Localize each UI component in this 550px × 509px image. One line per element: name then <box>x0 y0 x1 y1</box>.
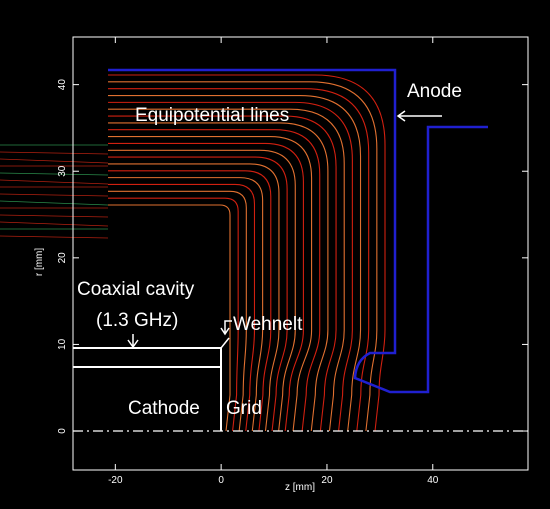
x-tick-label: 40 <box>427 475 439 486</box>
equipotential-line <box>108 101 353 432</box>
x-axis-label: z [mm] <box>285 482 315 493</box>
wehnelt-edge <box>220 337 230 349</box>
equipotential-line <box>108 88 370 432</box>
equipotential-line <box>108 183 256 432</box>
annotation: (1.3 GHz) <box>96 310 178 331</box>
equipotential-line <box>108 136 313 432</box>
equipotential-line <box>108 197 239 432</box>
stray-line <box>0 200 109 206</box>
arrow <box>220 320 232 336</box>
annotation: Equipotential lines <box>135 105 289 126</box>
arrow <box>396 110 442 122</box>
y-tick-label: 20 <box>57 252 68 264</box>
equipotential-line <box>108 142 304 432</box>
stray-line <box>0 193 109 197</box>
y-tick-label: 30 <box>57 165 68 177</box>
arrow <box>127 334 139 349</box>
equipotential-line <box>108 170 272 432</box>
y-tick-label: 0 <box>57 428 68 434</box>
stray-line <box>0 158 109 164</box>
annotation: Wehnelt <box>233 314 303 335</box>
annotation: Grid <box>226 398 262 419</box>
equipotential-line <box>108 94 362 432</box>
x-tick-label: 0 <box>218 475 224 486</box>
annotation: Cathode <box>128 398 200 419</box>
y-tick-label: 10 <box>57 338 68 350</box>
stray-line <box>0 214 109 218</box>
y-tick-label: 40 <box>57 79 68 91</box>
stray-line <box>0 235 109 239</box>
equipotential-line <box>108 115 337 432</box>
annotation: Coaxial cavity <box>77 279 195 300</box>
annotation: Anode <box>407 81 462 102</box>
equipotential-lines <box>0 74 386 432</box>
anode <box>108 68 488 394</box>
stray-line <box>0 151 109 155</box>
equipotential-line <box>108 74 386 432</box>
equipotential-line <box>108 190 247 432</box>
equipotential-line <box>108 204 231 432</box>
stray-line <box>0 179 109 185</box>
equipotential-line <box>108 177 264 432</box>
equipotential-line <box>108 122 329 432</box>
y-axis-label: r [mm] <box>34 248 45 277</box>
equipotential-line <box>108 156 288 432</box>
equipotential-line <box>108 163 280 432</box>
stray-line <box>0 221 109 227</box>
equipotential-line <box>108 129 321 432</box>
plot-frame <box>72 36 529 471</box>
stray-line <box>0 172 109 176</box>
equipotential-line <box>108 149 296 432</box>
x-tick-label: 20 <box>321 475 333 486</box>
equipotential-line <box>108 108 345 432</box>
equipotential-line <box>108 81 378 432</box>
x-tick-label: -20 <box>108 475 123 486</box>
